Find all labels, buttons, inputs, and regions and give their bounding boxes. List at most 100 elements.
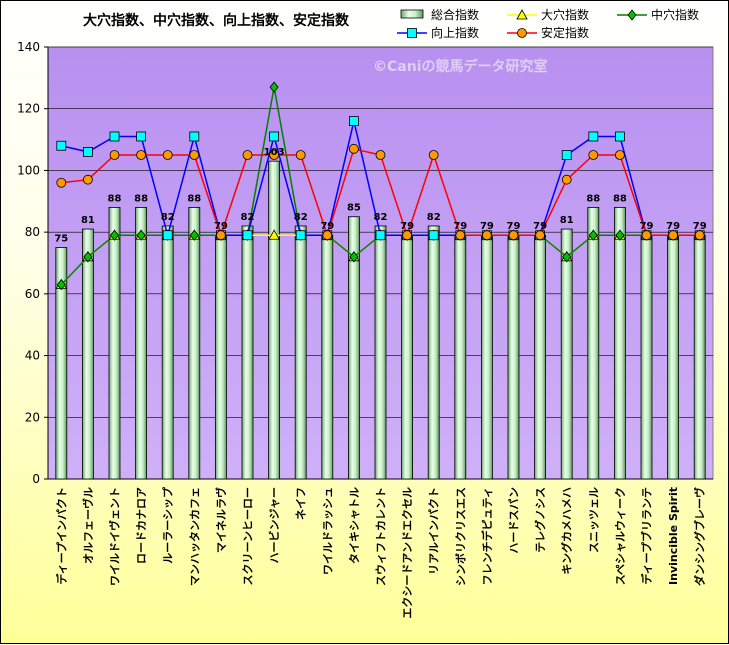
legend-marker (516, 9, 528, 20)
data-point (561, 150, 572, 160)
data-point (268, 229, 280, 240)
legend-entry: 向上指数 (431, 25, 479, 40)
data-label: 81 (560, 215, 574, 226)
data-point (295, 230, 306, 241)
bar (480, 234, 493, 480)
data-point (615, 131, 625, 142)
data-label: 88 (134, 193, 148, 204)
data-label: 103 (264, 147, 285, 158)
data-label: 88 (187, 193, 201, 204)
data-point (56, 140, 67, 151)
y-tick-label: 120 (17, 102, 40, 116)
data-point (562, 251, 572, 263)
data-point (348, 143, 359, 154)
data-point (535, 230, 545, 241)
data-point (588, 229, 598, 241)
bar (614, 207, 626, 480)
data-point (242, 150, 253, 160)
data-point (428, 150, 439, 160)
data-point (242, 230, 253, 241)
y-tick-label: 0 (32, 472, 40, 486)
data-point (83, 174, 93, 185)
category-label: ロードカナロア (135, 487, 148, 564)
data-point (189, 229, 199, 241)
data-point (215, 230, 226, 241)
category-label: マンハッタンカフェ (188, 487, 201, 586)
data-point (269, 81, 279, 93)
data-label: 88 (108, 193, 122, 204)
data-label: 82 (241, 212, 255, 223)
data-point (136, 131, 147, 142)
data-point (402, 230, 413, 241)
category-label: オルフェーヴル (81, 487, 95, 564)
category-label: シンボリクリスエス (453, 487, 467, 586)
data-point (189, 131, 200, 142)
data-label: 79 (453, 221, 467, 232)
data-label: 88 (613, 193, 627, 204)
data-point (109, 150, 120, 160)
data-point (109, 229, 120, 241)
data-label: 81 (81, 215, 95, 226)
bar (321, 234, 334, 480)
category-label: キングカメハメハ (560, 487, 574, 575)
data-label: 82 (374, 212, 388, 223)
category-label: スクリーンヒーロー (242, 487, 255, 585)
bar (374, 225, 387, 480)
chart-title: 大穴指数、中穴指数、向上指数、安定指数 (83, 12, 350, 29)
data-point (668, 230, 678, 241)
data-label: 75 (54, 234, 68, 245)
category-label: テレグノシス (533, 487, 547, 553)
watermark: ©Caniの競馬データ研究室 (373, 58, 548, 75)
bar (108, 207, 121, 480)
category-label: Invincible Spirit (667, 487, 680, 585)
data-label: 79 (480, 221, 494, 232)
data-label: 79 (507, 221, 521, 232)
data-point (588, 150, 599, 160)
category-label: スウィフトカレント (375, 487, 388, 586)
data-point (588, 131, 599, 142)
data-point (615, 150, 625, 160)
legend-marker (517, 28, 527, 38)
data-point (615, 229, 625, 241)
data-label: 79 (400, 221, 414, 232)
category-label: ワイルドラッシュ (321, 487, 334, 575)
bar (268, 160, 281, 480)
y-tick-label: 140 (17, 40, 40, 54)
data-point (136, 150, 147, 160)
data-point (162, 230, 173, 241)
data-point (561, 174, 572, 185)
data-point (375, 150, 386, 160)
data-point (295, 150, 306, 160)
bar (534, 234, 546, 480)
data-label: 79 (640, 221, 654, 232)
category-label: ネイフ (295, 487, 308, 520)
data-point (83, 147, 93, 157)
data-label: 88 (586, 193, 600, 204)
data-label: 82 (161, 212, 175, 223)
data-point (269, 131, 280, 142)
y-tick-label: 80 (25, 225, 40, 239)
category-label: ルーラーシップ (161, 486, 175, 564)
data-point (56, 278, 66, 291)
legend-entry: 中穴指数 (651, 7, 699, 22)
bar (135, 207, 148, 480)
bar (241, 225, 254, 480)
y-tick-label: 60 (25, 287, 40, 301)
data-point (508, 230, 519, 241)
y-tick-label: 20 (25, 410, 40, 424)
data-point (349, 251, 359, 263)
data-point (428, 230, 439, 241)
bar (188, 207, 201, 480)
bar (347, 216, 360, 480)
bar (401, 234, 414, 480)
y-tick-label: 100 (17, 163, 40, 177)
data-point (162, 150, 173, 160)
category-label: ディープインパクト (54, 487, 68, 585)
legend-entry: 安定指数 (541, 25, 589, 40)
category-label: ワイルドイヴェント (108, 487, 122, 586)
data-point (694, 230, 705, 241)
bar (55, 247, 68, 480)
category-label: リアルインパクト (428, 487, 441, 575)
